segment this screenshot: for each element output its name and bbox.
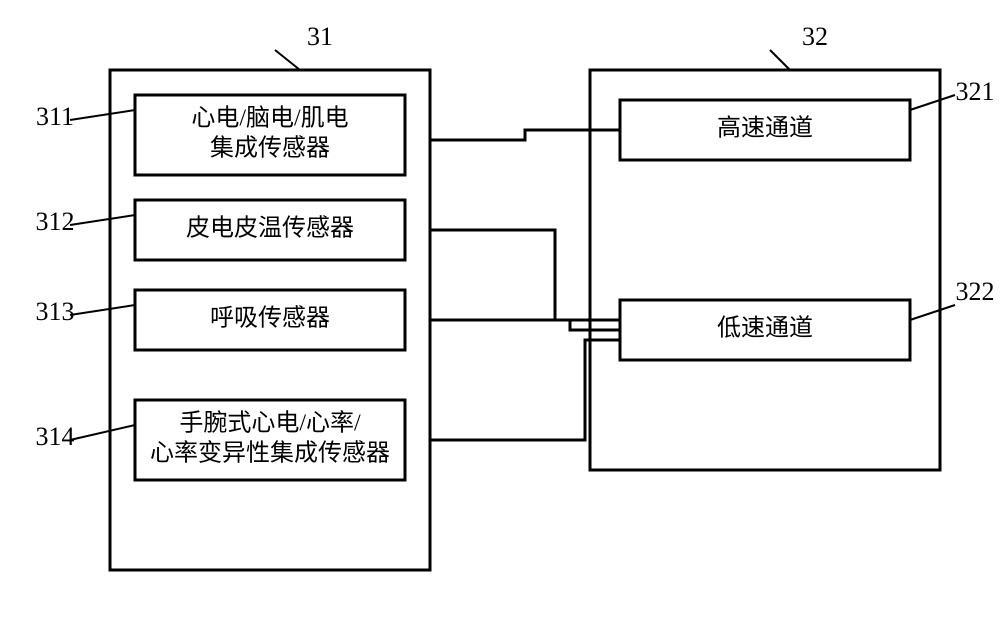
left-box-0-label: 心电/脑电/肌电 bbox=[191, 105, 348, 132]
ref-leader-4 bbox=[70, 110, 135, 120]
left-box-0-label: 集成传感器 bbox=[210, 135, 330, 162]
ref-label-314: 314 bbox=[36, 422, 75, 451]
ref-label-313: 313 bbox=[36, 297, 75, 326]
ref-leader-1 bbox=[770, 50, 790, 70]
ref-label-312: 312 bbox=[36, 207, 75, 236]
ref-leader-2 bbox=[910, 95, 955, 110]
ref-label-322: 322 bbox=[956, 277, 995, 306]
left-box-1-label: 皮电皮温传感器 bbox=[186, 215, 354, 242]
left-box-3-label: 心率变异性集成传感器 bbox=[150, 440, 390, 467]
left-box-3-label: 手腕式心电/心率/ bbox=[179, 410, 361, 437]
ref-label-32: 32 bbox=[802, 22, 828, 51]
right-box-1-label: 低速通道 bbox=[717, 315, 813, 342]
right-box-0-label: 高速通道 bbox=[717, 115, 813, 142]
ref-leader-3 bbox=[910, 305, 955, 320]
ref-leader-0 bbox=[275, 50, 300, 70]
ref-leader-6 bbox=[70, 305, 135, 315]
left-box-2-label: 呼吸传感器 bbox=[210, 305, 330, 332]
ref-leader-7 bbox=[70, 425, 135, 440]
ref-label-321: 321 bbox=[956, 77, 995, 106]
ref-label-311: 311 bbox=[36, 102, 74, 131]
ref-label-31: 31 bbox=[307, 22, 333, 51]
ref-leader-5 bbox=[70, 215, 135, 225]
